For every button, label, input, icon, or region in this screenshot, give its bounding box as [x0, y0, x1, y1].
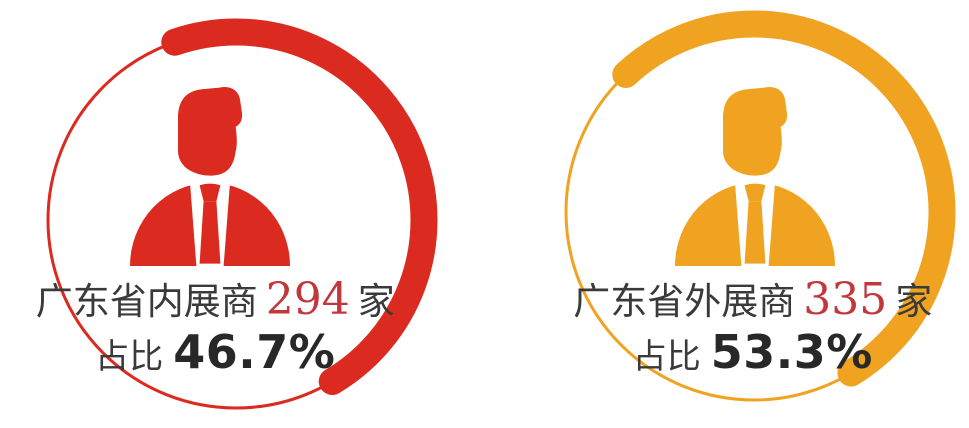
percent-prefix: 占比 — [632, 337, 701, 377]
businessman-icon — [130, 87, 290, 266]
donut-chart-in-province — [34, 18, 438, 422]
percent-prefix: 占比 — [95, 337, 164, 377]
caption: 广东省内展商 294 家 占比 46.7% — [0, 278, 458, 380]
progress-arc — [552, 10, 955, 414]
progress-arc — [34, 18, 438, 422]
percent-line: 占比 53.3% — [511, 329, 969, 380]
percent-line: 占比 46.7% — [0, 329, 458, 380]
count-line: 广东省外展商 335 家 — [511, 278, 969, 323]
count-value: 294 — [265, 274, 350, 325]
percent-value: 53.3% — [710, 325, 873, 379]
businessman-icon — [674, 87, 835, 266]
panel-out-of-province: 广东省外展商 335 家 占比 53.3% — [485, 0, 969, 428]
count-unit: 家 — [357, 280, 395, 323]
panel-in-province: 广东省内展商 294 家 占比 46.7% — [0, 18, 458, 422]
count-value: 335 — [803, 274, 888, 325]
category-label: 广东省外展商 — [573, 280, 796, 323]
caption: 广东省外展商 335 家 占比 53.3% — [511, 278, 969, 380]
count-unit: 家 — [895, 280, 933, 323]
donut-chart-out-of-province — [552, 10, 955, 414]
category-label: 广东省内展商 — [35, 280, 258, 323]
count-line: 广东省内展商 294 家 — [0, 278, 458, 323]
percent-value: 46.7% — [173, 325, 336, 379]
